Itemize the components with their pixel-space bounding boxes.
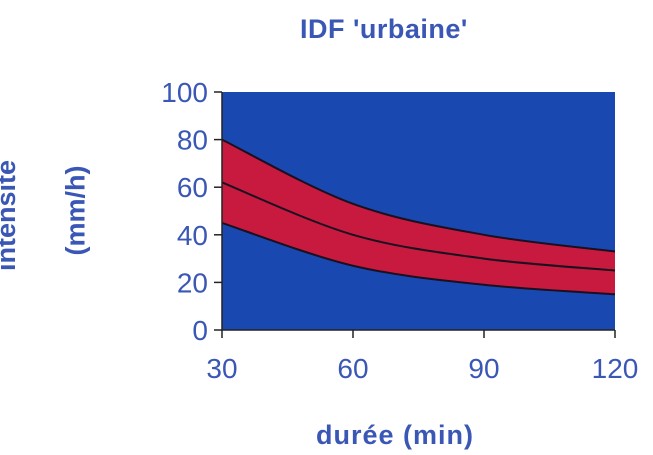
x-tick-label: 60 (337, 353, 368, 384)
series-line-mid (221, 181, 616, 272)
plot-area: 0 20 40 60 80 100 30 60 90 120 (161, 77, 638, 384)
x-tick-label: 30 (206, 353, 237, 384)
y-tick-label: 40 (177, 220, 208, 251)
series-line-high (221, 138, 616, 253)
series-line-low (221, 221, 616, 296)
chart-title: IDF 'urbaine' (300, 14, 468, 44)
y-tick-label: 60 (177, 172, 208, 203)
y-tick-label: 0 (192, 315, 208, 346)
y-tick-label: 20 (177, 267, 208, 298)
x-axis-label: durée (min) (316, 420, 475, 450)
x-tick-label: 120 (592, 353, 639, 384)
x-tick-label: 90 (468, 353, 499, 384)
y-tick-label: 80 (177, 125, 208, 156)
y-tick-label: 100 (161, 77, 208, 108)
